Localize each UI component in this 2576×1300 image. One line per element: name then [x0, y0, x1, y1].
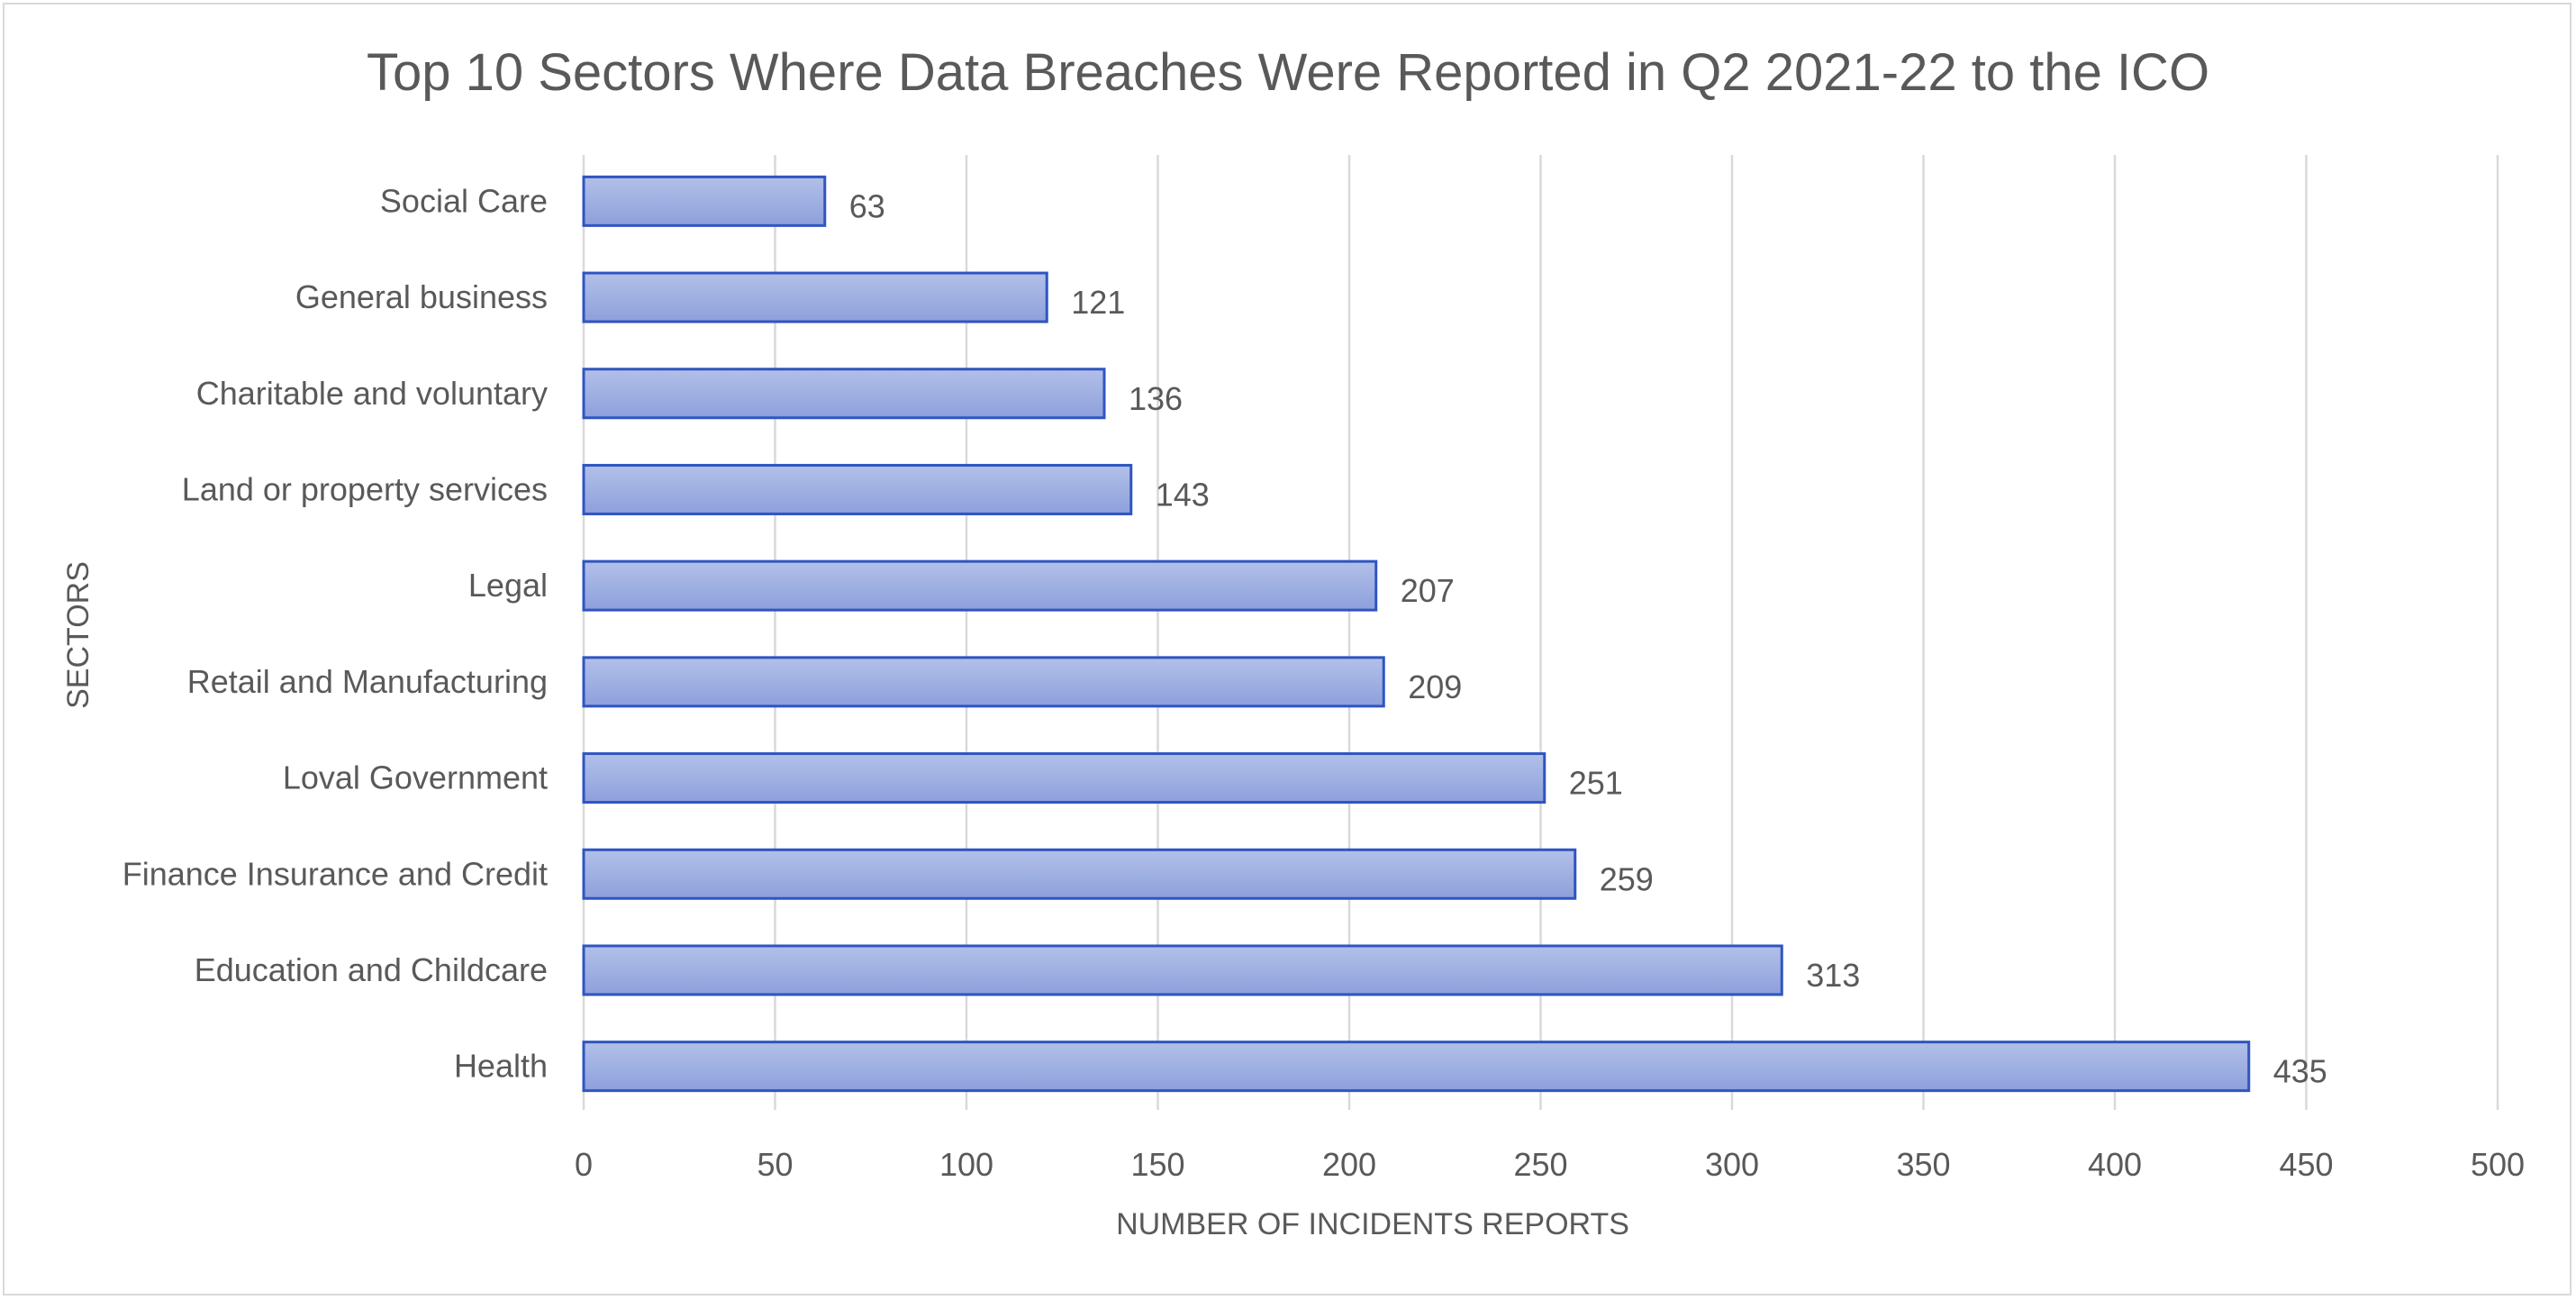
bar — [582, 848, 1577, 900]
category-label: Land or property services — [182, 470, 548, 507]
category-label: Loval Government — [283, 759, 548, 796]
data-labels: 63 121 136 143 207 209 251 259 313 435 — [849, 187, 2327, 1089]
bar — [582, 175, 827, 227]
data-label: 313 — [1806, 957, 1860, 994]
x-tick-label: 100 — [939, 1146, 993, 1183]
x-tick-label: 350 — [1896, 1146, 1950, 1183]
x-tick-label: 200 — [1322, 1146, 1376, 1183]
data-label: 435 — [2273, 1053, 2327, 1090]
bar — [582, 1041, 2251, 1093]
bar — [582, 463, 1133, 515]
data-label: 63 — [849, 187, 885, 224]
bar — [582, 559, 1378, 612]
bar — [582, 656, 1385, 708]
data-label: 209 — [1408, 668, 1462, 705]
x-tick-label: 250 — [1513, 1146, 1567, 1183]
x-tick-label: 150 — [1130, 1146, 1184, 1183]
x-axis-title: NUMBER OF INCIDENTS REPORTS — [1116, 1207, 1629, 1241]
bars — [582, 175, 2251, 1093]
y-axis-title: SECTORS — [61, 561, 95, 709]
bar — [582, 271, 1048, 323]
category-label: Health — [454, 1048, 548, 1085]
category-labels: Social Care General business Charitable an… — [122, 182, 548, 1084]
data-label: 143 — [1156, 476, 1210, 513]
x-tick-label: 50 — [757, 1146, 793, 1183]
data-label: 121 — [1071, 284, 1125, 321]
x-tick-label: 300 — [1705, 1146, 1759, 1183]
category-label: Legal — [468, 567, 548, 604]
x-tick-label: 500 — [2471, 1146, 2525, 1183]
x-tick-label: 450 — [2279, 1146, 2333, 1183]
data-label: 259 — [1600, 860, 1654, 897]
category-label: Retail and Manufacturing — [187, 663, 548, 700]
category-label: Finance Insurance and Credit — [122, 855, 548, 892]
data-label: 207 — [1401, 572, 1455, 609]
x-tick-label: 0 — [575, 1146, 593, 1183]
category-label: General business — [295, 278, 548, 315]
data-label: 251 — [1569, 765, 1623, 802]
x-tick-labels: 0 50 100 150 200 250 300 350 400 450 500 — [575, 1146, 2525, 1183]
category-label: Education and Childcare — [195, 951, 548, 988]
data-label: 136 — [1129, 380, 1183, 417]
bar — [582, 368, 1106, 420]
x-tick-label: 400 — [2088, 1146, 2142, 1183]
bar — [582, 944, 1783, 996]
category-label: Social Care — [380, 182, 548, 219]
chart-title: Top 10 Sectors Where Data Breaches Were … — [367, 43, 2209, 102]
category-label: Charitable and voluntary — [196, 375, 548, 412]
bar — [582, 752, 1547, 805]
